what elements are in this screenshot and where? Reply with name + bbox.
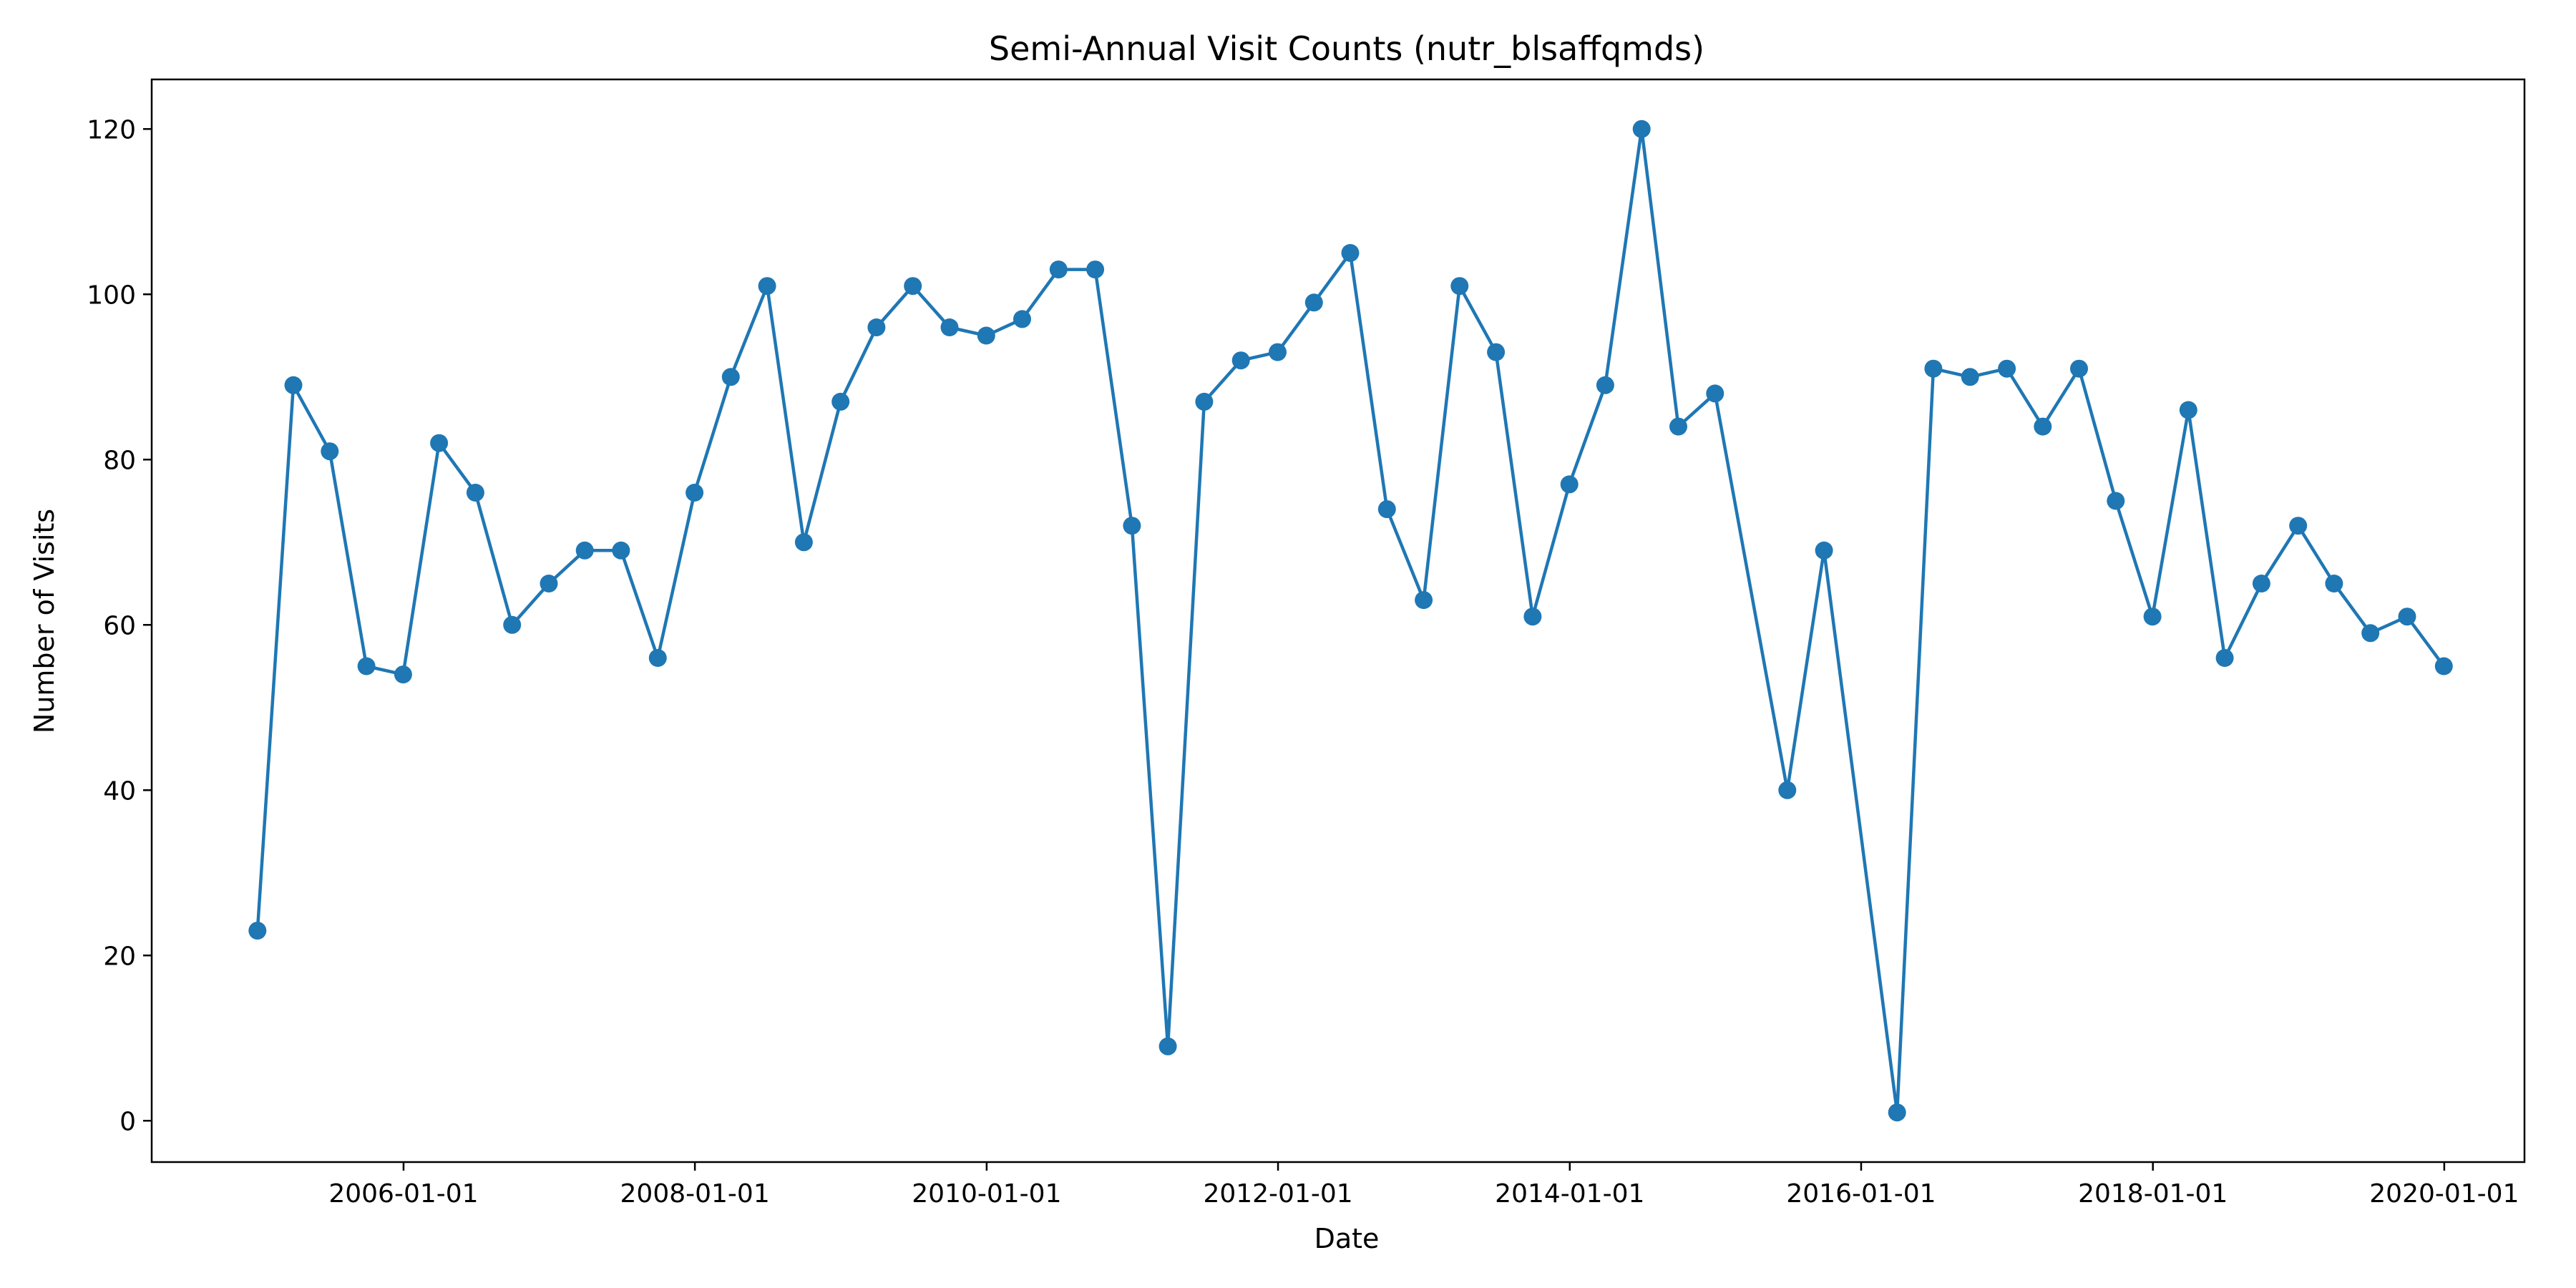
data-point [721, 368, 740, 386]
data-point [794, 533, 813, 552]
data-point [2398, 608, 2416, 626]
x-axis-title: Date [1314, 1223, 1380, 1254]
data-point [904, 277, 922, 296]
data-point [1632, 119, 1651, 138]
y-axis: 0 20 40 60 80 100 120 [87, 115, 152, 1136]
y-tick-label: 20 [103, 942, 136, 971]
data-point [1123, 517, 1141, 535]
data-point [648, 649, 667, 667]
data-point [575, 541, 594, 560]
x-tick-label: 2008-01-01 [620, 1179, 770, 1209]
data-point [1415, 591, 1433, 610]
data-point [1815, 541, 1833, 560]
data-point [2179, 401, 2197, 419]
data-point [612, 541, 630, 560]
data-point [831, 392, 850, 411]
data-point [466, 484, 484, 502]
y-tick-label: 60 [103, 611, 136, 640]
data-point [758, 277, 776, 296]
x-tick-label: 2012-01-01 [1203, 1179, 1352, 1209]
data-point [1961, 368, 1979, 386]
data-point [1998, 359, 2016, 378]
data-point [357, 657, 376, 675]
x-axis: 2006-01-01 2008-01-01 2010-01-01 2012-01-01… [328, 1162, 2519, 1209]
data-point [1560, 475, 1579, 494]
data-point [1013, 310, 1031, 328]
data-point [1158, 1037, 1177, 1055]
data-point [2434, 657, 2453, 675]
data-point [1596, 376, 1614, 394]
data-point [1450, 277, 1469, 296]
data-point [1487, 343, 1506, 361]
data-point [2361, 624, 2380, 643]
data-point [1304, 293, 1323, 312]
data-point [248, 922, 267, 940]
y-tick-label: 40 [103, 776, 136, 806]
x-tick-label: 2006-01-01 [328, 1179, 478, 1209]
data-point [977, 326, 995, 345]
x-tick-label: 2014-01-01 [1495, 1179, 1644, 1209]
x-tick-label: 2010-01-01 [912, 1179, 1061, 1209]
data-point [2107, 492, 2125, 510]
data-point [540, 575, 558, 592]
data-point [1669, 417, 1687, 436]
data-point [2252, 575, 2270, 592]
chart-title: Semi-Annual Visit Counts (nutr_blsaffqmd… [989, 29, 1704, 68]
y-tick-label: 120 [87, 115, 136, 145]
data-point [940, 318, 959, 336]
data-point [1269, 343, 1287, 361]
data-point [2143, 608, 2162, 626]
data-point [1086, 260, 1105, 279]
data-point [2215, 649, 2234, 667]
data-point [1049, 260, 1068, 279]
data-point [2325, 575, 2343, 592]
series-visits [248, 119, 2453, 1122]
data-point [1706, 384, 1724, 403]
data-point [2289, 517, 2308, 535]
y-tick-label: 100 [87, 280, 136, 310]
data-point [430, 434, 449, 452]
data-point [1377, 500, 1396, 519]
x-tick-label: 2018-01-01 [2078, 1179, 2228, 1209]
data-point [2070, 359, 2088, 378]
data-point [1523, 608, 1542, 626]
data-point [1888, 1103, 1906, 1122]
data-point [394, 665, 412, 684]
x-tick-label: 2016-01-01 [1786, 1179, 1936, 1209]
y-axis-title: Number of Visits [29, 509, 60, 733]
data-point [686, 484, 704, 502]
data-point [1924, 359, 1943, 378]
plot-area-frame [150, 78, 2526, 1163]
data-point [1341, 244, 1360, 262]
data-point [503, 615, 522, 634]
data-point [867, 318, 886, 336]
data-point [1778, 781, 1797, 799]
data-point [2034, 417, 2052, 436]
data-point [1231, 351, 1250, 370]
y-tick-label: 0 [119, 1107, 136, 1136]
y-tick-label: 80 [103, 446, 136, 475]
data-point [321, 442, 339, 461]
x-tick-label: 2020-01-01 [2369, 1179, 2519, 1209]
data-point [1195, 392, 1214, 411]
data-point [284, 376, 303, 394]
